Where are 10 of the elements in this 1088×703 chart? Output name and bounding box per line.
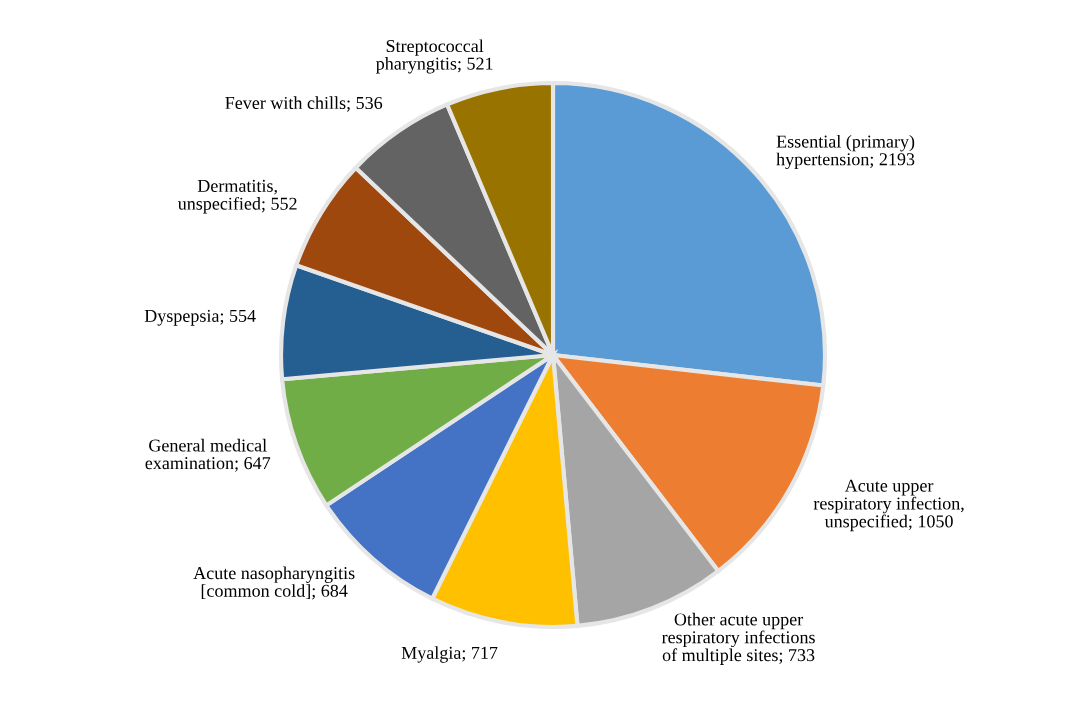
- slice-label: Essential (primary) hypertension; 2193: [776, 134, 915, 170]
- slice-label: Dermatitis, unspecified; 552: [177, 179, 297, 214]
- slice-label: Other acute upper respiratory infections of multiple sites; 733: [661, 612, 815, 665]
- slice-label: Fever with chills; 536: [225, 96, 383, 112]
- slice-label: Acute nasopharyngitis [common cold]; 684: [193, 566, 355, 600]
- slice-label: Streptococcal pharyngitis; 521: [376, 39, 493, 74]
- slice-label: Myalgia; 717: [401, 646, 498, 663]
- slice-label: General medical examination; 647: [145, 438, 271, 472]
- slice-label: Dyspepsia; 554: [144, 309, 256, 326]
- slice-label: Acute upper respiratory infection, unspecified; 1050: [813, 479, 964, 532]
